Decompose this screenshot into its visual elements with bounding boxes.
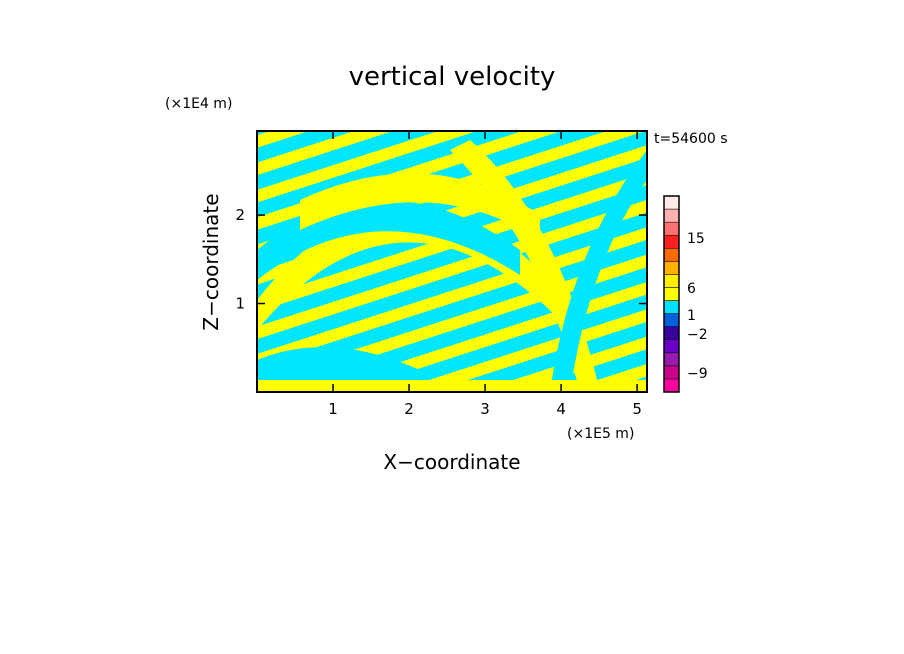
colorbar-tick-label: −2	[687, 327, 708, 343]
colorbar-swatch	[663, 326, 680, 340]
colorbar-swatch	[663, 208, 680, 223]
colorbar-swatch	[663, 248, 680, 262]
colorbar-swatch	[663, 339, 680, 354]
chart-title: vertical velocity	[349, 62, 556, 92]
colorbar-swatch	[663, 378, 680, 393]
colorbar-tick-label: 1	[687, 308, 696, 324]
x-tick-label: 5	[632, 400, 642, 418]
x-unit-label: (×1E5 m)	[567, 426, 634, 442]
y-unit-label: (×1E4 m)	[165, 96, 232, 112]
x-tick-label: 3	[480, 400, 490, 418]
colorbar-swatch	[663, 195, 680, 210]
y-tick-label: 1	[235, 295, 245, 313]
colorbar-tick-label: 15	[687, 231, 705, 247]
wave-band-7	[257, 380, 647, 392]
x-axis: 1 2 3 4 5	[328, 131, 642, 418]
y-tick-label: 2	[235, 206, 245, 224]
colorbar-frame	[663, 195, 680, 393]
colorbar-swatch	[663, 313, 680, 327]
plot-frame	[256, 130, 648, 393]
colorbar-swatch	[663, 287, 680, 301]
colorbar-swatch	[663, 274, 680, 288]
colorbar-tick-label: 6	[687, 281, 696, 297]
colorbar-tick-label: −9	[687, 366, 708, 382]
colorbar-swatch	[663, 221, 680, 236]
x-tick-label: 4	[556, 400, 566, 418]
wave-band-5	[550, 150, 647, 392]
colorbar-swatch	[663, 365, 680, 380]
time-label: t=54600 s	[654, 131, 728, 147]
y-axis-label: Z−coordinate	[199, 193, 223, 330]
x-tick-label: 1	[328, 400, 338, 418]
colorbar	[663, 195, 680, 393]
colorbar-swatch	[663, 300, 680, 314]
colorbar-swatch	[663, 352, 680, 367]
x-axis-label: X−coordinate	[383, 450, 520, 474]
colorbar-swatch	[663, 234, 680, 249]
colorbar-labels: 15 6 1 −2 −9	[687, 231, 708, 382]
y-axis: 12	[235, 206, 647, 313]
plot-area	[257, 131, 647, 392]
wave-band-3	[300, 173, 540, 240]
x-tick-label: 2	[404, 400, 414, 418]
colorbar-swatch	[663, 261, 680, 275]
